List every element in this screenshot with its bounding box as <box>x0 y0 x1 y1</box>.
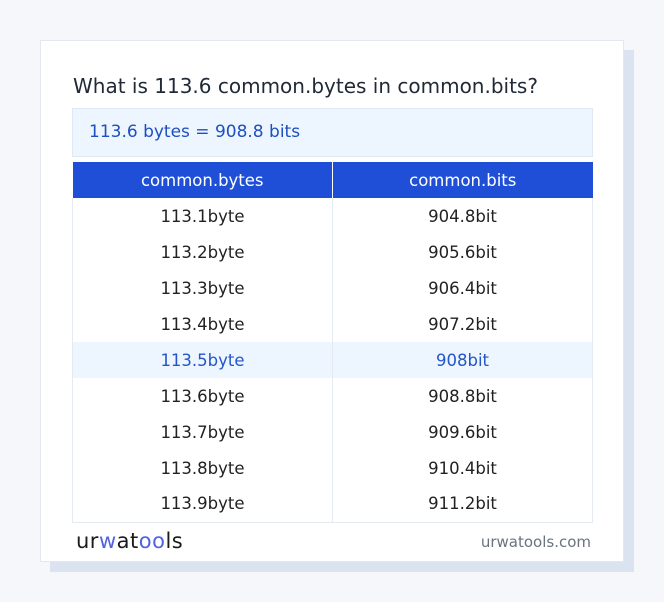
table-row: 113.5byte 908bit <box>72 342 593 378</box>
bits-cell: 909.6bit <box>332 414 593 450</box>
table-row: 113.4byte 907.2bit <box>72 306 593 342</box>
bits-cell: 908.8bit <box>332 378 593 414</box>
bytes-cell: 113.3byte <box>72 270 333 306</box>
table-row: 113.6byte 908.8bit <box>72 378 593 414</box>
column-header-bits: common.bits <box>332 162 593 198</box>
table-row: 113.2byte 905.6bit <box>72 234 593 270</box>
bits-cell: 904.8bit <box>332 198 593 234</box>
bytes-cell: 113.8byte <box>72 450 333 486</box>
conversion-table: common.bytes common.bits 113.1byte 904.8b… <box>72 162 593 523</box>
bytes-cell: 113.7byte <box>72 414 333 450</box>
table-row: 113.3byte 906.4bit <box>72 270 593 306</box>
table-row: 113.1byte 904.8bit <box>72 198 593 234</box>
table-row: 113.7byte 909.6bit <box>72 414 593 450</box>
site-link[interactable]: urwatools.com <box>480 533 591 551</box>
result-box: 113.6 bytes = 908.8 bits <box>72 108 593 157</box>
bytes-cell: 113.2byte <box>72 234 333 270</box>
table-row: 113.8byte 910.4bit <box>72 450 593 486</box>
bytes-cell: 113.1byte <box>72 198 333 234</box>
bits-cell: 907.2bit <box>332 306 593 342</box>
table-row: 113.9byte 911.2bit <box>72 486 593 523</box>
bits-cell: 908bit <box>332 342 593 378</box>
bits-cell: 906.4bit <box>332 270 593 306</box>
bytes-cell: 113.5byte <box>72 342 333 378</box>
bytes-cell: 113.4byte <box>72 306 333 342</box>
page-title: What is 113.6 common.bytes in common.bit… <box>73 74 538 98</box>
bits-cell: 911.2bit <box>332 486 593 523</box>
conversion-card: What is 113.6 common.bytes in common.bit… <box>40 40 624 562</box>
bytes-cell: 113.6byte <box>72 378 333 414</box>
urwatools-logo: urwatools <box>76 529 184 553</box>
column-header-bytes: common.bytes <box>72 162 333 198</box>
bits-cell: 910.4bit <box>332 450 593 486</box>
bytes-cell: 113.9byte <box>72 486 333 523</box>
bits-cell: 905.6bit <box>332 234 593 270</box>
